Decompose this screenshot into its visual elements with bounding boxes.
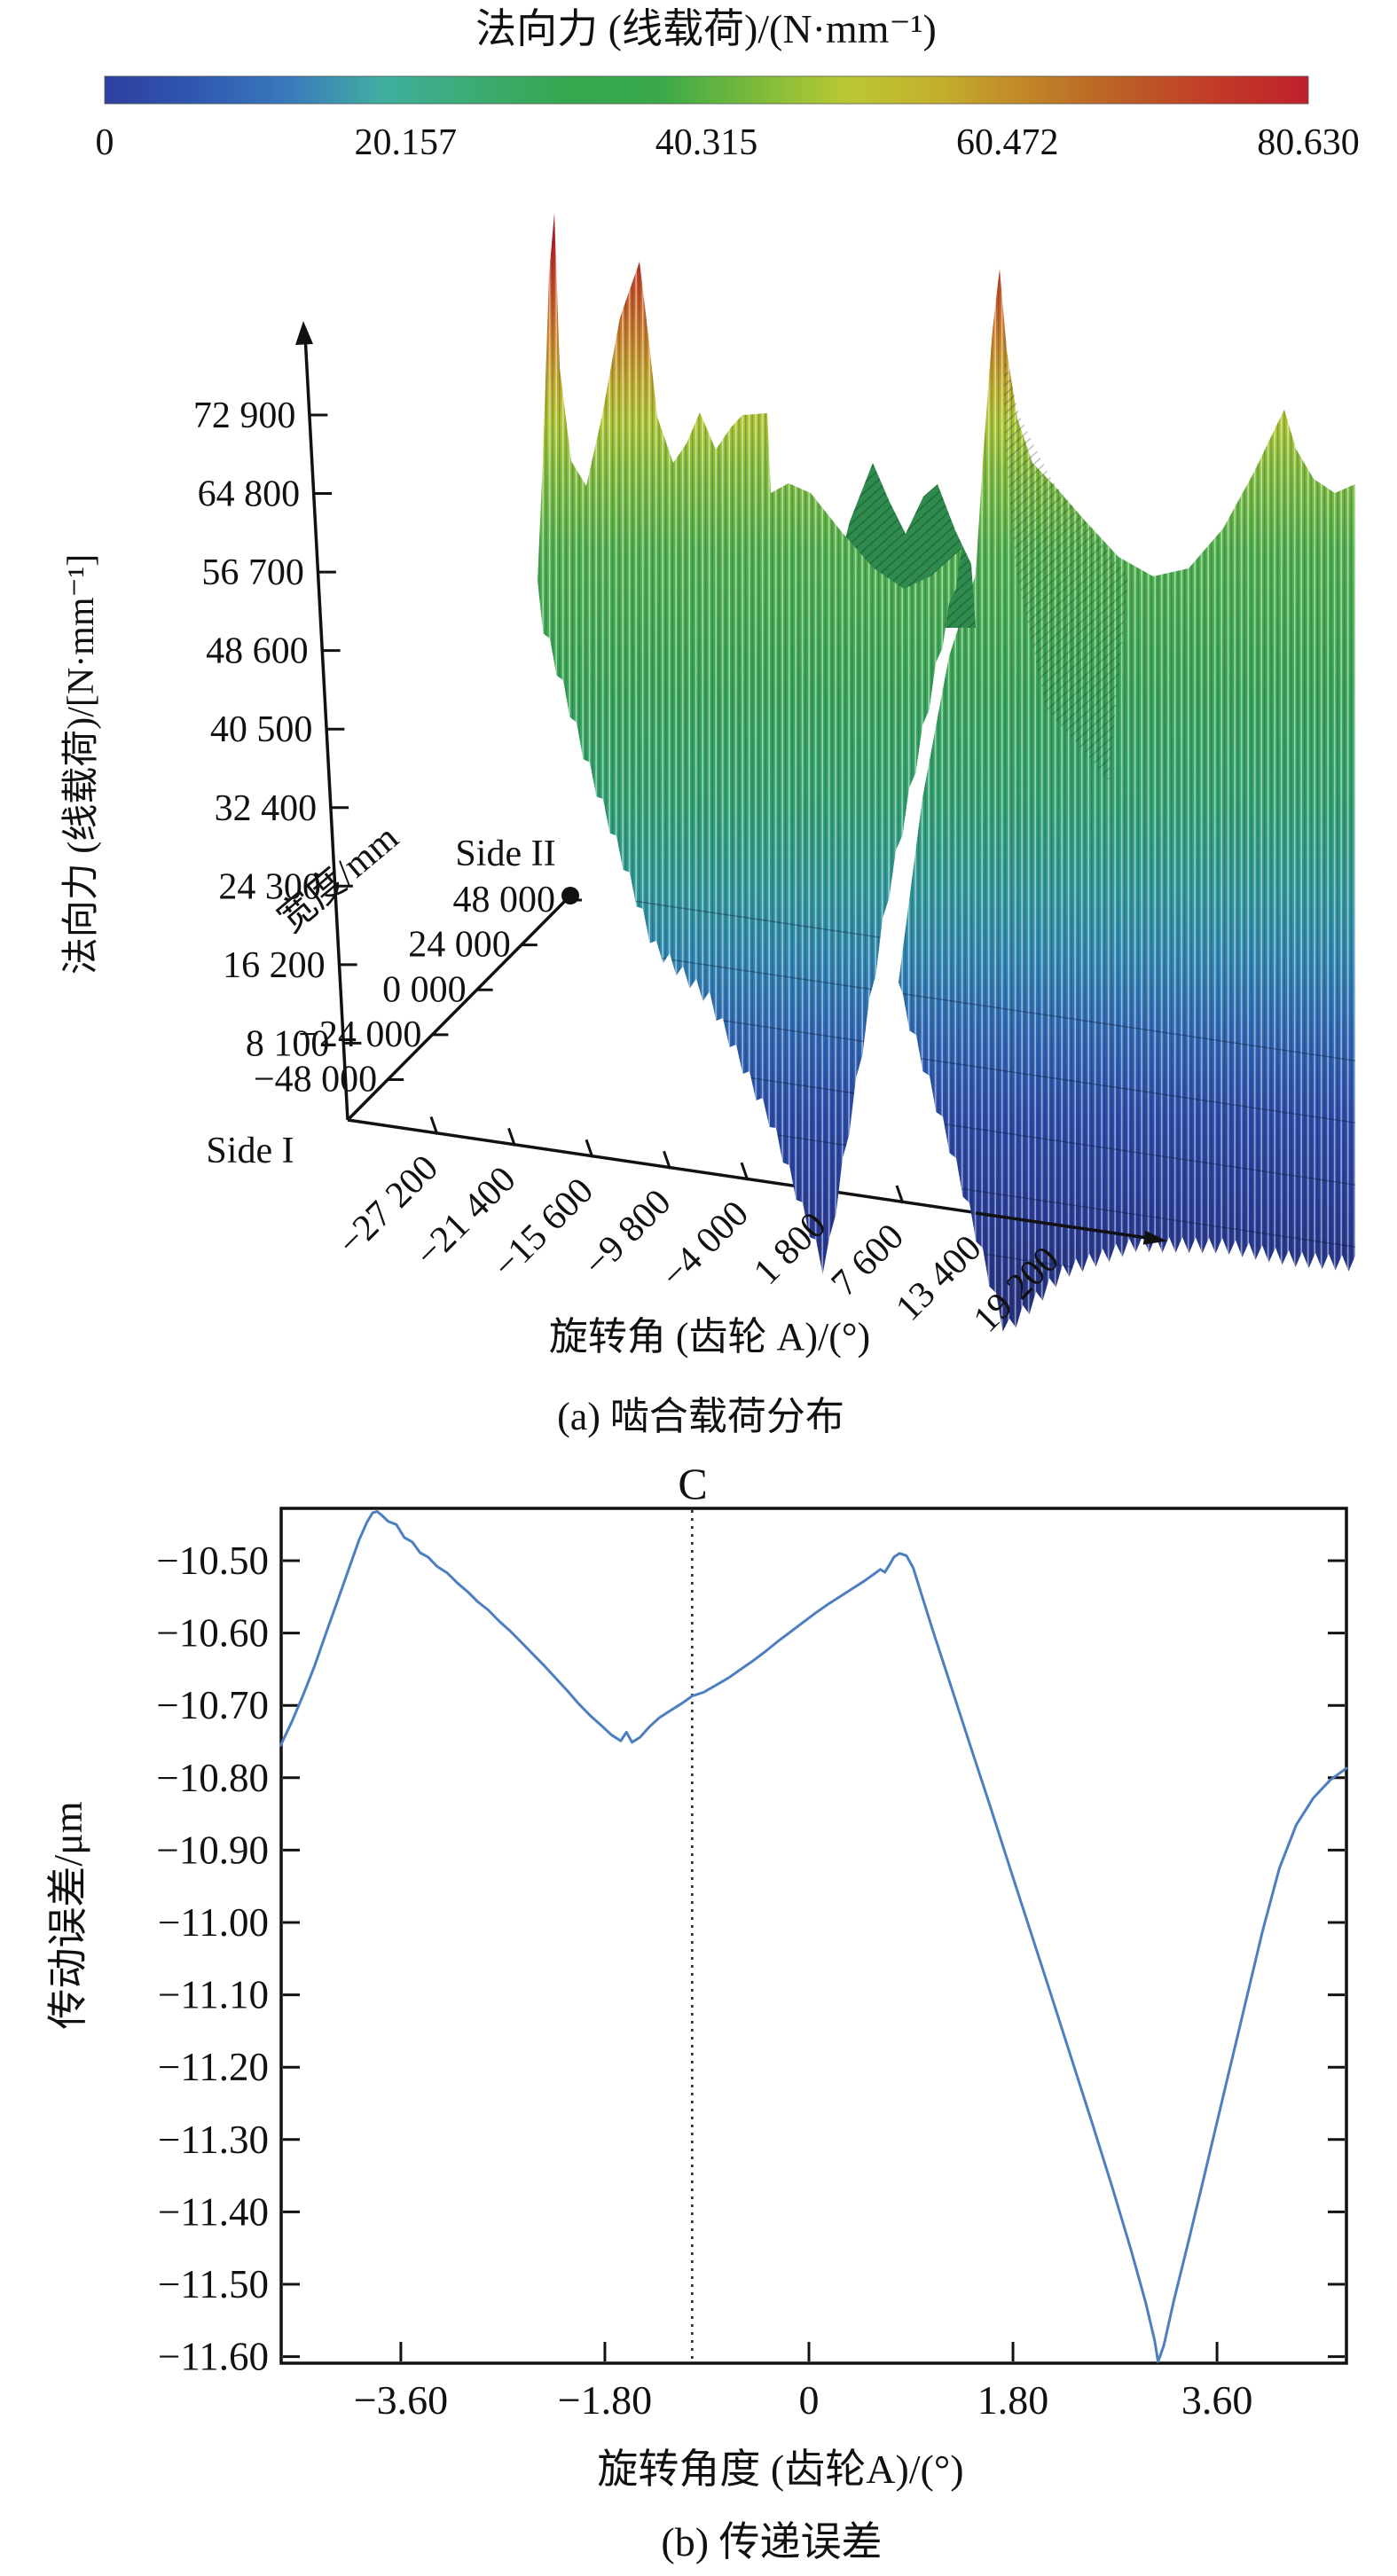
te-x-axis-title: 旋转角度 (齿轮A)/(°) xyxy=(597,2447,963,2492)
te-y-axis-title: 传动误差/μm xyxy=(45,1801,90,2029)
x-axis-arrow-icon xyxy=(1142,1230,1167,1245)
colorbar-tick-label: 20.157 xyxy=(355,122,458,163)
colorbar-tick-label: 40.315 xyxy=(655,122,758,163)
te-curve xyxy=(279,1510,1348,2363)
colorbar-tick-label: 80.630 xyxy=(1257,122,1360,163)
z-axis-tick-label: 16 200 xyxy=(223,945,326,986)
depth-axis-tick-label: 48 000 xyxy=(453,880,556,920)
depth-axis-tick-label: 0 000 xyxy=(382,969,467,1010)
side-2-label: Side II xyxy=(455,834,555,874)
te-x-tick-label: 1.80 xyxy=(977,2377,1049,2423)
z-axis-title: 法向力 (线载荷)/[N·mm⁻¹] xyxy=(61,554,102,975)
te-y-tick-label: −10.60 xyxy=(156,1611,269,1656)
colorbar-tick-label: 0 xyxy=(96,122,114,163)
side-1-label: Side I xyxy=(206,1131,294,1171)
z-axis-tick-label: 24 300 xyxy=(218,866,321,907)
z-axis-tick-label: 8 100 xyxy=(246,1023,330,1064)
caption-b: (b) 传递误差 xyxy=(661,2519,882,2564)
te-plot-border xyxy=(279,1507,1348,2365)
x-axis-3d-title: 旋转角 (齿轮 A)/(°) xyxy=(549,1315,870,1358)
te-y-tick-label: −11.50 xyxy=(158,2262,269,2306)
colorbar-title: 法向力 (线载荷)/(N·mm⁻¹) xyxy=(475,6,937,51)
depth-axis-tick-label: −24 000 xyxy=(298,1014,421,1055)
z-axis-tick-label: 48 600 xyxy=(206,631,309,672)
te-y-tick-label: −11.40 xyxy=(158,2189,269,2234)
te-y-tick-label: −11.30 xyxy=(158,2118,269,2162)
te-y-tick-label: −10.70 xyxy=(156,1683,269,1727)
z-axis-tick-label: 72 900 xyxy=(193,395,296,436)
colorbar-tick-labels: 0 20.157 40.315 60.472 80.630 xyxy=(96,122,1360,163)
te-x-tick-label: 3.60 xyxy=(1181,2377,1253,2423)
caption-a: (a) 啮合载荷分布 xyxy=(557,1395,844,1438)
te-y-tick-label: −11.00 xyxy=(158,1900,269,1945)
te-y-tick-label: −11.60 xyxy=(158,2335,269,2379)
z-axis xyxy=(303,334,349,1121)
depth-axis-end-dot xyxy=(561,887,579,904)
depth-axis xyxy=(346,894,572,1122)
z-axis-arrow-icon xyxy=(295,321,313,345)
te-y-tick-label: −11.10 xyxy=(158,1973,269,2017)
mesh-hatch-ridge xyxy=(1004,355,1128,780)
te-chart: C −10.50−10.60−10.70−10.80−10.90−11.00−1… xyxy=(45,1459,1348,2564)
te-x-tick-label: −3.60 xyxy=(354,2377,448,2423)
z-axis-tick-label: 32 400 xyxy=(215,788,318,829)
colorbar xyxy=(104,75,1309,105)
te-y-tick-label: −11.20 xyxy=(158,2045,269,2089)
te-y-tick-label: −10.50 xyxy=(156,1539,269,1583)
te-tick-labels: −10.50 −10.60 −10.70 −10.80 −10.90 −11.00 −11.… xyxy=(156,1539,1252,2423)
surface-mesh xyxy=(538,213,1355,1332)
z-axis-tick-label: 64 800 xyxy=(198,474,301,515)
z-axis-tick-label: 40 500 xyxy=(210,709,313,750)
z-axis-tick-label: 56 700 xyxy=(201,552,304,593)
te-x-tick-label: −1.80 xyxy=(558,2377,652,2423)
te-y-tick-label: −10.80 xyxy=(156,1756,269,1800)
depth-axis-tick-label: −48 000 xyxy=(254,1060,377,1100)
te-x-tick-label: 0 xyxy=(799,2377,820,2423)
te-y-tick-label: −10.90 xyxy=(156,1828,269,1872)
depth-axis-tick-label: 24 000 xyxy=(408,925,511,966)
colorbar-tick-label: 60.472 xyxy=(956,122,1059,163)
x-axis-3d-overlay xyxy=(975,1211,1167,1245)
te-ticks xyxy=(283,1559,1345,2361)
marker-c-label: C xyxy=(678,1459,707,1508)
